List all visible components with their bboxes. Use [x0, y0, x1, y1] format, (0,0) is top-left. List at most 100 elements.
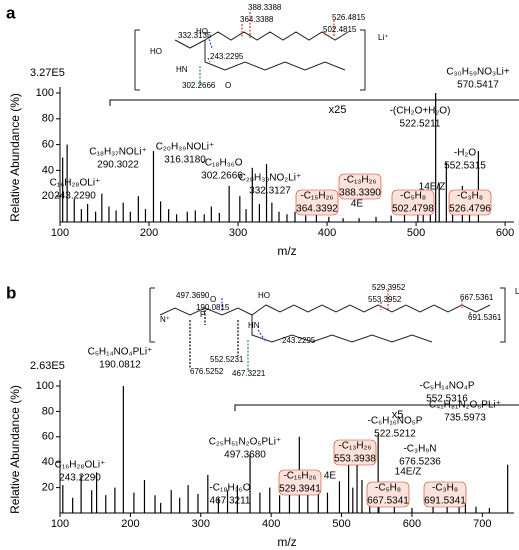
- annotation: 735.5973: [444, 413, 486, 424]
- y-tick-label: 20: [42, 482, 54, 494]
- x-tick-label: 100: [51, 227, 69, 239]
- annotation: -C₁₅H₂₆: [300, 191, 333, 202]
- annotation: 243.2290: [54, 191, 96, 202]
- annotation: 332.3127: [249, 186, 291, 197]
- structure-label: Li⁺: [378, 33, 388, 42]
- y-tick-label: 60: [42, 431, 54, 443]
- annotation: 14E/Z: [419, 182, 446, 193]
- y-tick-label: 100: [36, 87, 54, 99]
- y-axis-title: Relative Abundance (%): [8, 93, 22, 222]
- annotation: C₄₁H₈₁N₂O₆PLi⁺: [429, 400, 501, 411]
- structure-label: N⁺: [160, 315, 170, 324]
- structure-label: HO: [150, 47, 162, 56]
- annotation: -C₁₈H₃₆O: [201, 158, 242, 169]
- annotation: 552.5316: [426, 394, 468, 405]
- structure-label: 364.3388: [240, 15, 274, 24]
- structure-label: 691.5361: [468, 313, 502, 322]
- x-tick-label: 200: [140, 227, 158, 239]
- x-tick-label: 200: [121, 518, 139, 530]
- structure-label: P: [200, 310, 205, 319]
- structure-b: [149, 287, 506, 372]
- y-tick-label: 60: [42, 139, 54, 151]
- structure-label: 552.5231: [210, 355, 244, 364]
- annotation: 4E: [324, 471, 337, 482]
- x-tick-label: 300: [192, 518, 210, 530]
- annotation: 570.5417: [457, 80, 499, 91]
- structure-a: [134, 12, 366, 91]
- y-tick-label: 100: [36, 380, 54, 392]
- annotation: C₂₀H₃₉NO₂Li⁺: [239, 173, 301, 184]
- x-tick-label: 700: [473, 518, 491, 530]
- annotation: 467.3211: [210, 496, 251, 507]
- annotation: 529.3941: [279, 484, 321, 495]
- annotation: 364.3392: [296, 204, 338, 215]
- panel-label: a: [6, 3, 16, 22]
- label-box: [391, 189, 435, 216]
- x-tick-label: 500: [407, 227, 425, 239]
- annotation: -C₃H₈: [432, 483, 458, 494]
- annotation: C₂₀H₃₉NOLi⁺: [156, 142, 215, 153]
- annotation: 553.3938: [334, 454, 376, 465]
- annotation: -C₁₈H₃₆O: [209, 483, 250, 494]
- structure-label: 302.2666: [182, 81, 216, 90]
- structure-label: 190.0815: [196, 303, 230, 312]
- structure-label: 502.4815: [323, 25, 357, 34]
- structure-label: 526.4815: [332, 13, 366, 22]
- annotation: -C₁₃H₂₆: [343, 175, 376, 186]
- annotation: -C₆H₁₆NO₅P: [368, 416, 423, 427]
- structure-label: O: [210, 295, 216, 304]
- annotation: 190.0812: [99, 360, 141, 371]
- zoom-label: x25: [329, 104, 347, 116]
- x-tick-label: 600: [403, 518, 421, 530]
- structure-label: 243.2295: [282, 336, 316, 345]
- annotation: C₅H₁₄NO₄PLi⁺: [88, 347, 153, 358]
- y-tick-label: 80: [42, 113, 54, 125]
- structure-label: 667.5361: [460, 293, 494, 302]
- annotation: C₁₈H₃₇NOLi⁺: [89, 147, 147, 158]
- structure-label: 676.5252: [190, 367, 224, 376]
- annotation: 302.2666: [201, 171, 243, 182]
- x-axis-title: m/z: [277, 535, 296, 549]
- label-box: [366, 481, 410, 508]
- structure-label: 388.3388: [248, 3, 282, 12]
- x-tick-label: 100: [51, 518, 69, 530]
- scale-note: 2.63E5: [30, 360, 65, 372]
- x-tick-label: 300: [229, 227, 247, 239]
- annotation: C₂₅H₅₁N₂O₅PLi⁺: [209, 437, 281, 448]
- structure-label: 467.3221: [232, 369, 266, 378]
- annotation: 526.4796: [449, 204, 491, 215]
- x-axis-title: m/z: [277, 244, 296, 258]
- annotation: -C₁₃H₂₆: [338, 441, 371, 452]
- y-tick-label: 80: [42, 405, 54, 417]
- label-box: [448, 189, 492, 216]
- annotation: -(CH₂O+H₂O): [390, 106, 451, 117]
- annotation: -C₅H₁₄NO₄P: [419, 381, 474, 392]
- x-tick-label: 500: [332, 518, 350, 530]
- structure-label: HO: [258, 291, 270, 300]
- structure-label: O: [225, 81, 231, 90]
- y-tick-label: 40: [42, 164, 54, 176]
- x-tick-label: 600: [496, 227, 514, 239]
- annotation: 243.2290: [59, 473, 101, 484]
- annotation: -C₃H₈: [457, 191, 483, 202]
- structure-label: 529.3952: [372, 283, 406, 292]
- zoom-label: x5: [392, 409, 404, 421]
- annotation: -C₅H₈: [400, 191, 426, 202]
- annotation: C₃₀H₅₉NO₃Li+: [446, 67, 510, 78]
- x-tick-label: 400: [318, 227, 336, 239]
- structure-label: 243.2295: [210, 52, 244, 61]
- annotation: 14E/Z: [395, 467, 422, 478]
- annotation: C₁₆H₂₈OLi⁺: [55, 460, 106, 471]
- y-tick-label: 40: [42, 456, 54, 468]
- annotation: 691.5341: [424, 496, 466, 507]
- annotation: -C₃H₉N: [403, 444, 436, 455]
- y-axis-title: Relative Abundance (%): [8, 385, 22, 514]
- label-box: [278, 469, 322, 496]
- annotation: 316.3180: [164, 155, 206, 166]
- zoom-bracket: [234, 404, 519, 411]
- structure-label: Li⁺: [515, 287, 519, 296]
- label-box: [333, 439, 377, 466]
- structure-label: HN: [248, 321, 260, 330]
- annotation: 388.3390: [339, 188, 381, 199]
